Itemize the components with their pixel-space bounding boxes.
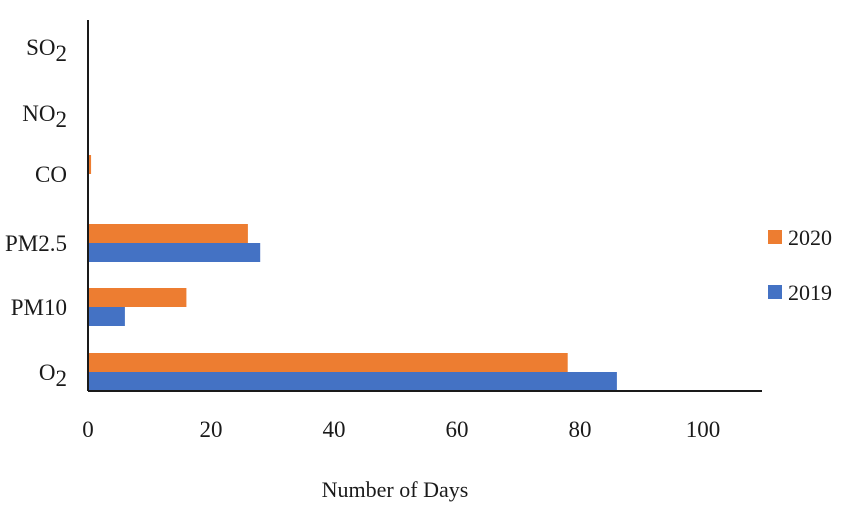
legend-label-2019: 2019 [788, 280, 832, 305]
x-tick-label: 20 [200, 417, 223, 442]
bar-2019-PM25 [88, 243, 261, 262]
legend-swatch-2019 [768, 285, 782, 299]
bar-2020-O2 [88, 353, 568, 372]
bar-2020-CO [88, 155, 92, 174]
category-label: PM10 [11, 295, 67, 320]
bar-2020-PM25 [88, 224, 248, 243]
legend-swatch-2020 [768, 230, 782, 244]
legend-label-2020: 2020 [788, 225, 832, 250]
category-label: CO [35, 162, 67, 187]
category-label: NO2 [22, 101, 67, 132]
bar-2019-O2 [88, 372, 617, 391]
category-label: PM2.5 [5, 231, 67, 256]
category-label: O2 [39, 360, 67, 391]
x-axis-label: Number of Days [322, 477, 469, 502]
x-tick-label: 40 [323, 417, 346, 442]
x-tick-label: 0 [82, 417, 94, 442]
x-tick-labels: 0 20 40 60 80 100 [82, 417, 720, 442]
bar-2019-PM10 [88, 307, 125, 326]
legend: 2020 2019 [768, 225, 832, 305]
x-tick-label: 80 [569, 417, 592, 442]
bar-2020-PM10 [88, 288, 187, 307]
category-label: SO2 [26, 35, 67, 66]
bars-group [88, 155, 617, 391]
x-tick-label: 60 [446, 417, 469, 442]
x-tick-label: 100 [686, 417, 721, 442]
category-labels: SO2 NO2 CO PM2.5 PM10 O2 [5, 35, 67, 391]
